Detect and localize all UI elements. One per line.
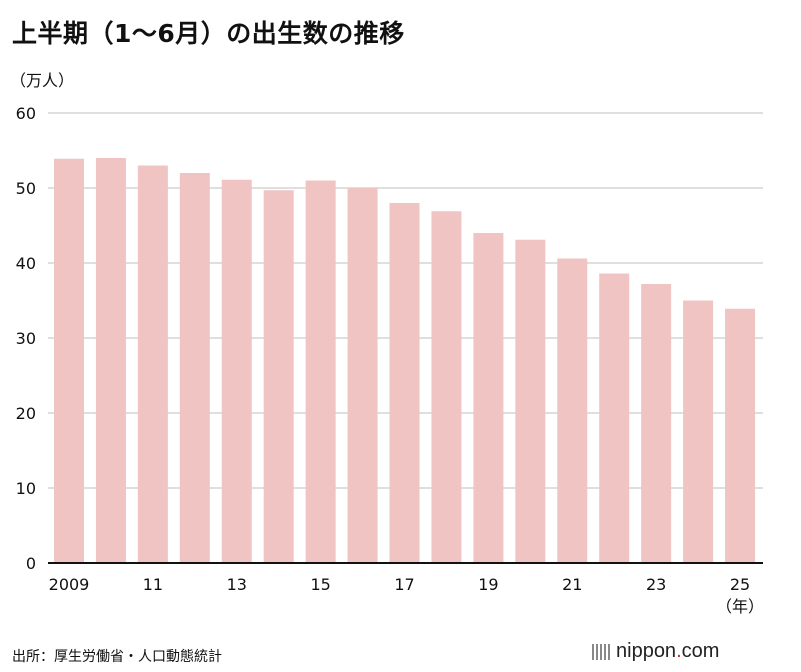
x-axis-ticks: 2009 11 13 15 17 19 21 23 25 <box>49 575 751 594</box>
bar-2018 <box>431 211 462 563</box>
logo-name: nippon <box>616 640 677 662</box>
y-tick-label: 50 <box>16 179 36 198</box>
y-tick-label: 40 <box>16 254 36 273</box>
bar-2020 <box>515 239 546 563</box>
y-tick-label: 20 <box>16 404 36 423</box>
y-axis-ticks: 0 10 20 30 40 50 60 <box>16 104 36 573</box>
y-axis-label: （万人） <box>10 71 74 90</box>
bar-2011 <box>137 165 168 563</box>
x-tick-label: 19 <box>478 575 498 594</box>
bar-2017 <box>389 203 420 563</box>
x-tick-label: 2009 <box>49 575 90 594</box>
bar-2010 <box>95 158 126 563</box>
x-tick-label: 23 <box>646 575 666 594</box>
bar-2016 <box>347 188 378 563</box>
bar-2014 <box>263 190 294 563</box>
bar-2025 <box>725 308 756 563</box>
x-axis-label: （年） <box>716 597 764 616</box>
bar-2024 <box>683 300 714 563</box>
source-note: 出所：厚生労働省・人口動態統計 <box>12 649 222 665</box>
bar-2015 <box>305 180 336 563</box>
y-tick-label: 60 <box>16 104 36 123</box>
x-tick-label: 11 <box>143 575 163 594</box>
chart-title: 上半期（1〜6月）の出生数の推移 <box>12 19 405 48</box>
x-tick-label: 21 <box>562 575 582 594</box>
logo-tld: com <box>681 640 720 662</box>
nippon-logo: nippon. com <box>592 640 719 663</box>
bar-2009 <box>54 158 84 563</box>
y-tick-label: 10 <box>16 479 36 498</box>
y-tick-label: 30 <box>16 329 36 348</box>
bars <box>54 158 756 563</box>
logo-dot: . <box>676 640 682 662</box>
x-tick-label: 13 <box>227 575 247 594</box>
bar-2021 <box>557 258 588 563</box>
x-tick-label: 17 <box>394 575 414 594</box>
y-tick-label: 0 <box>26 554 36 573</box>
x-tick-label: 25 <box>730 575 750 594</box>
bar-2022 <box>599 273 630 563</box>
x-tick-label: 15 <box>310 575 330 594</box>
bar-2023 <box>641 284 672 563</box>
bar-2013 <box>221 179 252 563</box>
bar-2012 <box>179 173 210 563</box>
logo-icon <box>592 643 610 660</box>
bar-2019 <box>473 233 504 563</box>
